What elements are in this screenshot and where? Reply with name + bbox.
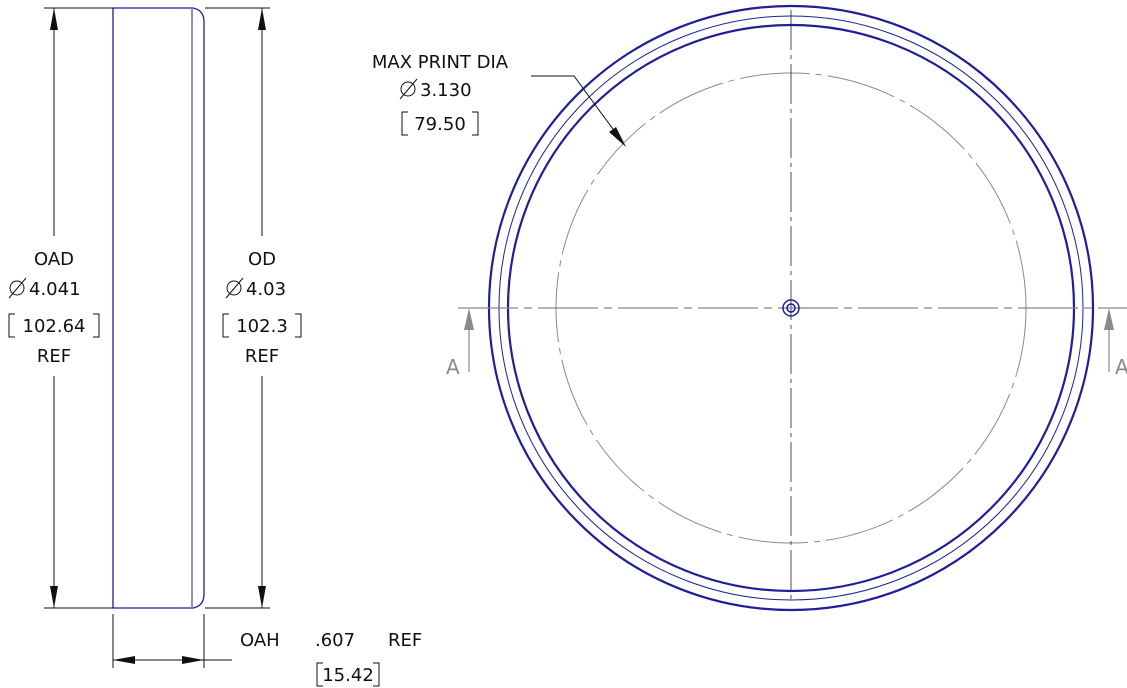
max-print-bracket-left xyxy=(401,111,408,136)
max-print-value: 3.130 xyxy=(420,80,472,101)
oah-metric: 15.42 xyxy=(322,665,374,686)
max-print-metric: 79.50 xyxy=(414,114,466,135)
oah-bracket-left xyxy=(316,662,323,687)
oad-diameter-symbol xyxy=(8,277,27,299)
max-print-callout: MAX PRINT DIA 3.130 79.50 xyxy=(372,52,626,147)
od-arrow-top xyxy=(258,8,266,30)
side-view: OAD 4.041 102.64 REF OD 4.03 xyxy=(8,7,422,687)
oad-dimension: OAD 4.041 102.64 REF xyxy=(8,7,113,609)
oad-arrow-bottom xyxy=(50,586,58,608)
od-bracket-right xyxy=(295,313,302,338)
oah-arrow-left xyxy=(113,656,135,664)
oad-ref: REF xyxy=(37,346,71,367)
part-side-profile xyxy=(112,7,205,609)
od-bracket-left xyxy=(222,313,229,338)
oad-arrow-top xyxy=(50,8,58,30)
od-metric: 102.3 xyxy=(236,316,288,337)
oah-arrow-right xyxy=(182,656,204,664)
top-view: A A MAX PRINT DIA 3.130 79.50 xyxy=(372,4,1127,612)
od-dimension: OD 4.03 102.3 REF xyxy=(205,7,302,609)
od-label: OD xyxy=(248,249,276,270)
max-print-bracket-right xyxy=(472,111,479,136)
oah-label: OAH xyxy=(240,630,280,651)
max-print-label: MAX PRINT DIA xyxy=(372,52,509,73)
od-diameter-symbol xyxy=(225,277,244,299)
section-arrow-left: A xyxy=(446,308,474,379)
oad-bracket-left xyxy=(8,313,15,338)
section-arrow-right: A xyxy=(1104,308,1127,379)
oad-label: OAD xyxy=(34,249,74,270)
od-arrow-bottom xyxy=(258,586,266,608)
max-print-diameter-symbol xyxy=(399,78,418,100)
center-hole xyxy=(782,299,800,317)
oah-dimension: OAH .607 REF 15.42 xyxy=(112,614,422,687)
oah-value: .607 xyxy=(315,630,355,651)
oad-bracket-right xyxy=(93,313,100,338)
oad-value: 4.041 xyxy=(29,279,81,300)
od-ref: REF xyxy=(245,346,279,367)
od-value: 4.03 xyxy=(246,279,286,300)
section-label-right: A xyxy=(1115,355,1127,379)
oah-bracket-right xyxy=(373,662,380,687)
oad-metric: 102.64 xyxy=(23,316,86,337)
max-print-leader-arrow xyxy=(609,127,626,147)
oah-ref: REF xyxy=(388,630,422,651)
max-print-leader xyxy=(531,75,622,141)
section-label-left: A xyxy=(446,355,460,379)
